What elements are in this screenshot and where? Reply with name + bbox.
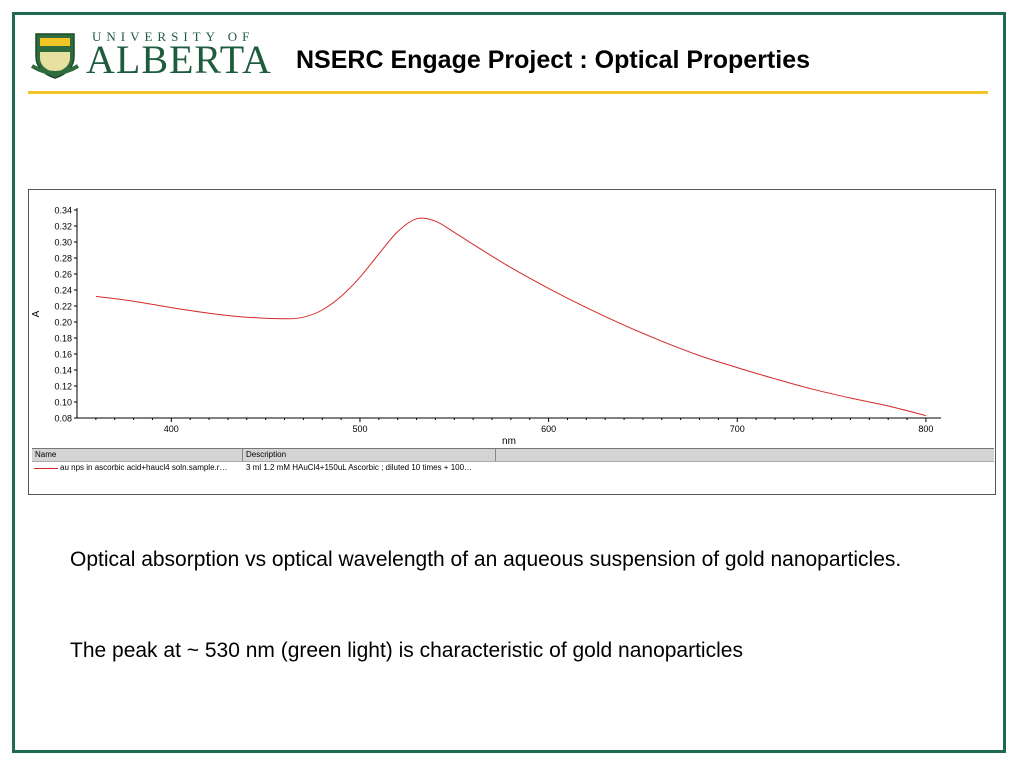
chart-panel: 0.08 0.10 0.12 0.14 0.16 0.18 0.20 0.22 0.24 0.26… (28, 189, 996, 495)
y-tick-label: 0.12 (54, 382, 72, 392)
caption-absorption: Optical absorption vs optical wavelength… (70, 548, 902, 571)
y-tick-label: 0.24 (54, 286, 72, 296)
y-tick-label: 0.20 (54, 318, 72, 328)
y-axis-label: A (31, 310, 42, 317)
x-tick-label: 500 (352, 424, 367, 434)
university-logo: UNIVERSITY OF ALBERTA (30, 28, 271, 82)
y-tick-label: 0.30 (54, 238, 72, 248)
y-tick-label: 0.22 (54, 302, 72, 312)
y-tick-label: 0.14 (54, 366, 72, 376)
logo-top-text: UNIVERSITY OF (92, 29, 255, 44)
legend-name-header: Name (35, 450, 57, 459)
x-axis-label: nm (502, 436, 516, 446)
y-tick-label: 0.28 (54, 254, 72, 264)
logo-main-text: ALBERTA (86, 37, 272, 82)
page-title: NSERC Engage Project : Optical Propertie… (296, 46, 811, 74)
x-tick-label: 700 (730, 424, 745, 434)
x-tick-label: 400 (164, 424, 179, 434)
x-tick-label: 800 (918, 424, 933, 434)
y-tick-label: 0.08 (54, 414, 72, 424)
y-tick-label: 0.10 (54, 398, 72, 408)
legend-series-description: 3 ml 1.2 mM HAuCl4+150uL Ascorbic ; dilu… (246, 463, 473, 472)
column-divider[interactable] (242, 449, 243, 461)
y-tick-label: 0.34 (54, 206, 72, 216)
legend-series-name: au nps in ascorbic acid+haucl4 soln.samp… (60, 463, 228, 472)
y-tick-label: 0.26 (54, 270, 72, 280)
slide-frame (12, 12, 1006, 753)
spectrum-chart: 0.08 0.10 0.12 0.14 0.16 0.18 0.20 0.22 0.24 0.26… (31, 206, 941, 446)
crest-icon (30, 33, 80, 79)
caption-peak: The peak at ~ 530 nm (green light) is ch… (70, 639, 743, 662)
legend-row[interactable]: au nps in ascorbic acid+haucl4 soln.samp… (32, 462, 994, 474)
x-tick-label: 600 (541, 424, 556, 434)
legend-description-header: Description (246, 450, 287, 459)
legend-header: Name Description (32, 448, 994, 462)
header-rule (28, 91, 988, 94)
legend-swatch (34, 468, 58, 469)
y-tick-label: 0.16 (54, 350, 72, 360)
y-tick-label: 0.18 (54, 334, 72, 344)
chart-axes (76, 208, 941, 419)
series-line (95, 217, 927, 417)
y-tick-label: 0.32 (54, 222, 72, 232)
column-divider[interactable] (495, 449, 496, 461)
